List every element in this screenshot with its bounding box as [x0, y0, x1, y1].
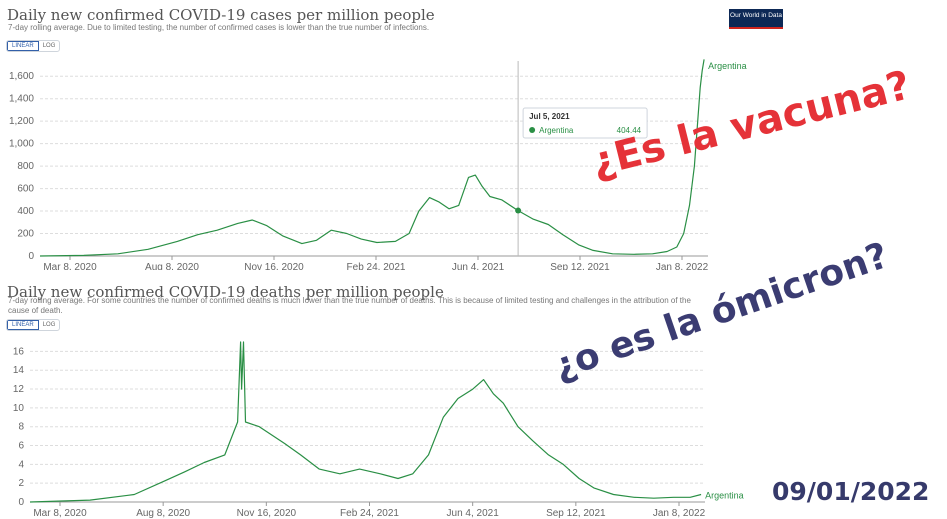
- deaths-log-button[interactable]: LOG: [42, 322, 56, 328]
- deaths-series-line: [29, 341, 702, 503]
- deaths-x-tick-label: Jun 4, 2021: [447, 508, 500, 519]
- cases-chart-plot: 0 200 400 600 800 1,000 1,200 1,400 1,600 Mar 8, …: [9, 59, 747, 270]
- deaths-x-tick-label: Mar 8, 2020: [33, 508, 87, 519]
- cases-y-tick-label: 0: [28, 251, 34, 262]
- tooltip-value: 404.44: [617, 126, 642, 135]
- deaths-chart-subtitle: 7-day rolling average. For some countrie…: [8, 296, 691, 315]
- cases-series-line: [39, 59, 705, 257]
- cases-y-tick-label: 600: [17, 184, 34, 195]
- cases-x-tick-label: Feb 24, 2021: [347, 262, 406, 270]
- cases-x-tick-label: Jan 8, 2022: [656, 262, 709, 270]
- tooltip-entity: Argentina: [539, 126, 574, 135]
- deaths-y-tick-label: 14: [13, 365, 25, 376]
- deaths-y-tick-label: 8: [18, 422, 24, 433]
- cases-chart-subtitle: 7-day rolling average. Due to limited te…: [8, 23, 430, 32]
- deaths-x-tick-label: Feb 24, 2021: [340, 508, 399, 519]
- cases-linear-button[interactable]: LINEAR: [7, 41, 39, 51]
- tooltip-dot: [529, 127, 536, 133]
- deaths-linear-button[interactable]: LINEAR: [7, 320, 39, 330]
- hover-point: [515, 207, 522, 214]
- cases-chart-title: Daily new confirmed COVID-19 cases per m…: [7, 6, 435, 24]
- cases-scale-toggle: LINEAR LOG: [6, 40, 61, 52]
- cases-x-tick-label: Jun 4, 2021: [452, 262, 505, 270]
- cases-y-tick-label: 1,000: [9, 139, 34, 150]
- cases-x-tick-label: Sep 12, 2021: [550, 262, 610, 270]
- cases-x-tick-label: Nov 16, 2020: [244, 262, 304, 270]
- deaths-y-tick-label: 16: [13, 346, 25, 357]
- cases-series-label: Argentina: [708, 61, 747, 71]
- cases-log-button[interactable]: LOG: [42, 43, 56, 49]
- cases-y-tick-label: 1,200: [9, 116, 34, 127]
- deaths-x-tick-label: Jan 8, 2022: [653, 508, 706, 519]
- deaths-y-tick-label: 4: [18, 459, 24, 470]
- cases-y-tick-label: 1,400: [9, 94, 34, 105]
- cases-y-tick-label: 400: [17, 206, 34, 217]
- cases-y-tick-label: 200: [17, 229, 34, 240]
- tooltip-date: Jul 5, 2021: [529, 112, 570, 121]
- deaths-y-tick-label: 10: [13, 403, 25, 414]
- cases-y-tick-label: 800: [17, 161, 34, 172]
- owid-logo[interactable]: Our World in Data: [729, 9, 783, 29]
- deaths-y-tick-label: 12: [13, 384, 25, 395]
- deaths-x-tick-label: Sep 12, 2021: [546, 508, 606, 519]
- tooltip-box: [522, 107, 648, 139]
- deaths-y-tick-label: 0: [18, 497, 24, 508]
- deaths-y-tick-label: 2: [18, 478, 24, 489]
- deaths-x-tick-label: Nov 16, 2020: [237, 508, 297, 519]
- deaths-series-label: Argentina: [705, 490, 744, 500]
- deaths-scale-toggle: LINEAR LOG: [6, 319, 61, 331]
- date-stamp: 09/01/2022: [772, 477, 930, 506]
- deaths-y-tick-label: 6: [18, 441, 24, 452]
- cases-x-tick-label: Mar 8, 2020: [43, 262, 97, 270]
- cases-y-tick-label: 1,600: [9, 71, 34, 82]
- deaths-chart-panel: Daily new confirmed COVID-19 deaths per …: [0, 280, 790, 519]
- cases-x-tick-label: Aug 8, 2020: [145, 262, 199, 270]
- deaths-chart-plot: 0 2 4 6 8 10 12 14 16 Mar 8, 2020 Aug 8, 2020 Nov 1…: [13, 341, 744, 519]
- deaths-x-tick-label: Aug 8, 2020: [136, 508, 190, 519]
- deaths-chart-title: Daily new confirmed COVID-19 deaths per …: [7, 283, 444, 301]
- cases-chart-panel: Daily new confirmed COVID-19 cases per m…: [0, 0, 790, 270]
